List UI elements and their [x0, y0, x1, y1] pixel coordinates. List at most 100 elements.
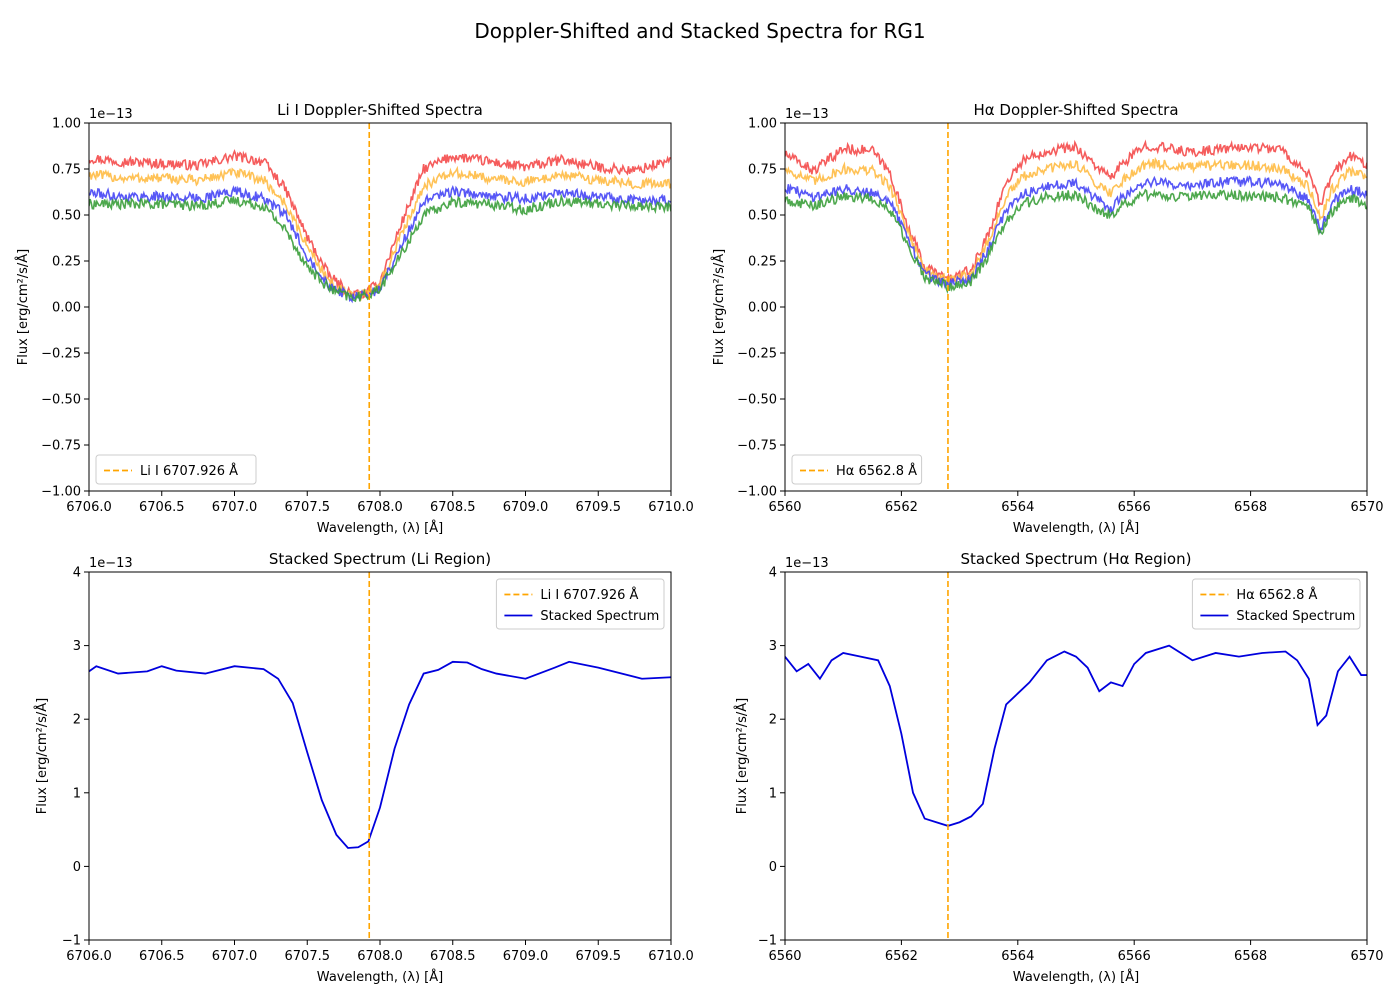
- y-tick-label: 0: [73, 860, 81, 875]
- chart-title: Stacked Spectrum (Li Region): [269, 550, 491, 568]
- x-tick-label: 6708.0: [357, 949, 403, 964]
- x-axis-label: Wavelength, (λ) [Å]: [317, 969, 443, 985]
- x-tick-label: 6707.0: [212, 949, 258, 964]
- chart-title: Li I Doppler-Shifted Spectra: [277, 101, 483, 119]
- x-tick-label: 6706.5: [139, 949, 185, 964]
- x-tick-label: 6706.0: [66, 500, 112, 515]
- y-tick-label: 4: [73, 566, 81, 581]
- legend-label: Li I 6707.926 Å: [540, 587, 638, 603]
- offset-label: 1e−13: [89, 107, 133, 122]
- x-tick-label: 6708.0: [357, 500, 403, 515]
- x-axis-label: Wavelength, (λ) [Å]: [1013, 969, 1139, 985]
- y-tick-label: −1: [62, 934, 81, 949]
- y-tick-label: 1: [769, 786, 777, 801]
- y-tick-label: 0.25: [748, 255, 777, 270]
- series-line-4: [785, 188, 1367, 295]
- y-tick-label: −0.75: [737, 439, 777, 454]
- offset-label: 1e−13: [785, 107, 829, 122]
- y-tick-label: 1.00: [52, 117, 81, 132]
- y-tick-label: 0.50: [52, 209, 81, 224]
- y-tick-label: 0.75: [748, 163, 777, 178]
- legend-label: Stacked Spectrum: [1236, 609, 1355, 624]
- y-tick-label: 3: [769, 639, 777, 654]
- legend-label: Hα 6562.8 Å: [1236, 587, 1317, 603]
- legend: Hα 6562.8 Å: [791, 454, 923, 485]
- y-tick-label: −1.00: [737, 485, 777, 500]
- y-tick-label: −0.75: [41, 439, 81, 454]
- x-tick-label: 6562: [885, 949, 918, 964]
- legend-box: [791, 454, 923, 485]
- y-axis-label: Flux [erg/cm²/s/Å]: [34, 698, 50, 815]
- x-tick-label: 6707.0: [212, 500, 258, 515]
- series-line-1: [89, 660, 671, 849]
- x-tick-label: 6566: [1118, 949, 1151, 964]
- legend-label: Stacked Spectrum: [540, 609, 659, 624]
- series-group: [785, 139, 1367, 295]
- chart-title: Stacked Spectrum (Hα Region): [961, 550, 1192, 568]
- y-tick-label: −1: [758, 934, 777, 949]
- series-line-1: [785, 139, 1367, 283]
- x-tick-label: 6560: [768, 949, 801, 964]
- x-tick-label: 6568: [1234, 500, 1267, 515]
- y-tick-label: −1.00: [41, 485, 81, 500]
- legend-box: [95, 454, 257, 485]
- series-line-3: [785, 175, 1367, 289]
- y-tick-label: 3: [73, 639, 81, 654]
- legend-label: Hα 6562.8 Å: [836, 463, 917, 479]
- y-tick-label: −0.25: [737, 347, 777, 362]
- x-axis-label: Wavelength, (λ) [Å]: [317, 520, 443, 536]
- y-tick-label: 0.25: [52, 255, 81, 270]
- x-tick-label: 6566: [1118, 500, 1151, 515]
- series-group: [785, 644, 1367, 827]
- y-tick-label: 0.00: [748, 301, 777, 316]
- y-axis-label: Flux [erg/cm²/s/Å]: [734, 698, 750, 815]
- series-group: [89, 660, 671, 849]
- y-tick-label: 2: [73, 713, 81, 728]
- chart-panel-2: 6560 6562 6564 6566 6568 6570 −1.00 −0.75 −0.50 −…: [711, 101, 1384, 536]
- x-tick-label: 6564: [1001, 500, 1034, 515]
- y-tick-label: 1.00: [748, 117, 777, 132]
- x-tick-label: 6560: [768, 500, 801, 515]
- figure-title: Doppler-Shifted and Stacked Spectra for …: [474, 19, 925, 43]
- chart-title: Hα Doppler-Shifted Spectra: [973, 101, 1178, 119]
- x-tick-label: 6708.5: [430, 500, 476, 515]
- y-tick-label: 0.50: [748, 209, 777, 224]
- series-line-1: [89, 149, 671, 300]
- y-axis-label: Flux [erg/cm²/s/Å]: [15, 249, 31, 366]
- series-line-2: [785, 157, 1367, 286]
- x-tick-label: 6710.0: [648, 500, 694, 515]
- x-tick-label: 6710.0: [648, 949, 694, 964]
- y-tick-label: 0.00: [52, 301, 81, 316]
- legend: Li I 6707.926 Å Stacked Spectrum: [495, 578, 665, 630]
- y-tick-label: 0.75: [52, 163, 81, 178]
- x-tick-label: 6562: [885, 500, 918, 515]
- y-tick-label: 2: [769, 713, 777, 728]
- x-tick-label: 6707.5: [285, 500, 331, 515]
- legend-box: [1191, 578, 1361, 630]
- legend-label: Li I 6707.926 Å: [140, 463, 238, 479]
- offset-label: 1e−13: [785, 556, 829, 571]
- series-line-4: [89, 193, 671, 303]
- legend-box: [495, 578, 665, 630]
- x-tick-label: 6709.5: [576, 500, 622, 515]
- legend: Li I 6707.926 Å: [95, 454, 257, 485]
- series-line-1: [785, 644, 1367, 827]
- legend: Hα 6562.8 Å Stacked Spectrum: [1191, 578, 1361, 630]
- x-tick-label: 6709.5: [576, 949, 622, 964]
- x-tick-label: 6707.5: [285, 949, 331, 964]
- y-tick-label: −0.50: [737, 393, 777, 408]
- chart-panel-4: 6560 6562 6564 6566 6568 6570 −1 0 1 2 3 4 1e−13 Stac…: [734, 550, 1384, 985]
- chart-panel-3: 6706.0 6706.5 6707.0 6707.5 6708.0 6708.5 6709…: [34, 550, 694, 985]
- x-tick-label: 6564: [1001, 949, 1034, 964]
- x-tick-label: 6709.0: [503, 500, 549, 515]
- x-tick-label: 6570: [1350, 949, 1383, 964]
- y-tick-label: 0: [769, 860, 777, 875]
- x-axis-label: Wavelength, (λ) [Å]: [1013, 520, 1139, 536]
- y-tick-label: 1: [73, 786, 81, 801]
- series-line-2: [89, 165, 671, 302]
- y-tick-label: 4: [769, 566, 777, 581]
- axes-frame: [784, 571, 1368, 941]
- x-tick-label: 6570: [1350, 500, 1383, 515]
- chart-panel-1: 6706.0 6706.5 6707.0 6707.5 6708.0 6708.5 6709…: [15, 101, 694, 536]
